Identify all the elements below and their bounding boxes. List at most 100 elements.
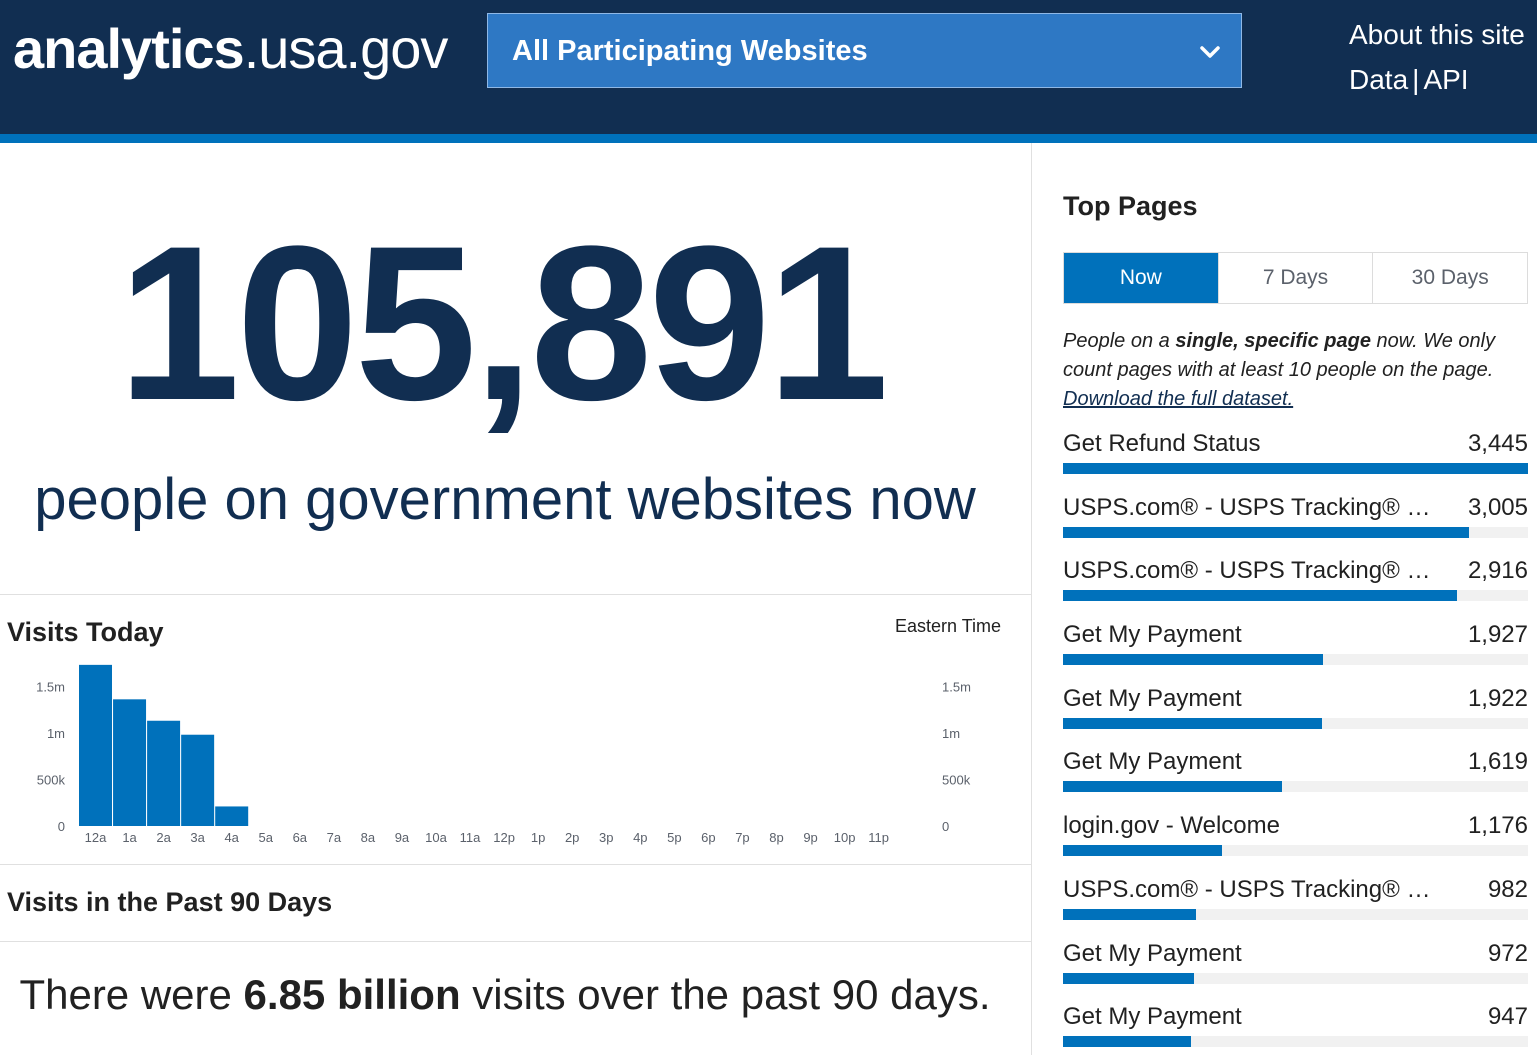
x-tick-label: 12a [85,830,107,845]
column-divider [1031,143,1032,1055]
bar-1a [113,699,147,826]
top-page-bar-track [1063,845,1528,857]
top-page-bar-track [1063,717,1528,729]
x-tick-label: 10a [425,830,447,845]
top-page-bar [1063,781,1282,793]
visits-today-title: Visits Today [7,617,164,647]
top-page-bar-track [1063,590,1528,602]
website-select[interactable]: All Participating Websites [487,13,1242,88]
nav-separator: | [1412,64,1420,95]
x-tick-label: 7p [735,830,749,845]
top-page-item[interactable]: Get My Payment 1,922 [1063,682,1528,746]
top-page-name[interactable]: USPS.com® - USPS Tracking® Results [1063,493,1433,521]
top-page-count: 3,445 [1467,430,1528,457]
x-tick-label: 6p [701,830,715,845]
top-page-count: 982 [1487,875,1528,903]
x-tick-label: 1a [122,830,137,845]
top-page-bar-track [1063,526,1528,538]
y-tick-label-right: 1.5m [942,679,971,694]
top-page-bar-track [1063,654,1528,666]
desc-text: People on a [1063,330,1176,352]
timezone-label: Eastern Time [895,616,1002,636]
x-tick-label: 5a [259,830,274,845]
logo-domain: .usa.gov [243,17,449,80]
realtime-count: 105,891 [117,200,889,446]
top-page-item[interactable]: Get My Payment 1,619 [1063,745,1528,809]
site-logo[interactable]: analytics.usa.gov [13,14,449,84]
desc-text: now. We only count pages with at least 1… [1063,330,1496,381]
top-page-name[interactable]: Get My Payment [1063,1003,1242,1031]
top-page-name[interactable]: USPS.com® - USPS Tracking® Results [1063,557,1433,585]
top-page-bar-track [1063,463,1528,474]
chevron-down-icon [1200,46,1220,58]
desc-bold: single, specific page [1175,330,1371,352]
x-tick-label: 4a [224,830,239,845]
top-page-name[interactable]: login.gov - Welcome [1063,812,1280,840]
data-link[interactable]: Data [1349,64,1409,95]
top-page-count: 1,922 [1467,684,1528,712]
x-tick-label: 5p [667,830,681,845]
y-tick-label-right: 500k [942,772,971,787]
tab-30-days[interactable]: 30 Days [1373,253,1528,303]
divider [0,864,1031,865]
top-page-count: 2,916 [1467,557,1528,585]
bar-4a [215,806,249,826]
top-page-bar [1063,463,1528,474]
top-page-item[interactable]: Get My Payment 972 [1063,937,1528,1001]
top-page-bar [1063,590,1457,602]
website-select-label: All Participating Websites [512,35,868,67]
top-page-count: 3,005 [1467,493,1528,521]
tab-7-days[interactable]: 7 Days [1218,253,1374,303]
top-pages-tabs: Now 7 Days 30 Days [1063,252,1528,304]
bar-2a [147,720,181,826]
top-pages-list: Get Refund Status 3,445 USPS.com® - USPS T… [1063,427,1528,1055]
top-page-item[interactable]: Get Refund Status 3,445 [1063,427,1528,491]
top-page-bar [1063,908,1196,920]
top-page-bar [1063,654,1324,666]
divider [0,594,1031,595]
api-link[interactable]: API [1423,64,1469,95]
header-stripe [0,134,1537,143]
top-page-count: 947 [1487,1003,1528,1031]
site-header: analytics.usa.gov All Participating Webs… [0,0,1537,134]
top-page-bar-track [1063,908,1528,920]
logo-analytics: analytics [13,17,245,80]
top-page-item[interactable]: Get My Payment 947 [1063,1000,1528,1055]
top-page-name[interactable]: USPS.com® - USPS Tracking® Results [1063,875,1433,903]
x-tick-label: 2a [156,830,171,845]
top-page-bar-track [1063,972,1528,984]
bar-3a [181,734,215,826]
main-column: 105,891 people on government websites no… [0,143,1031,1055]
realtime-subtitle: people on government websites now [34,467,976,532]
top-page-name[interactable]: Get My Payment [1063,939,1242,967]
top-pages-description: People on a single, specific page now. W… [1063,327,1528,414]
top-page-count: 972 [1487,939,1528,967]
past-90-title: Visits in the Past 90 Days [7,887,333,917]
top-page-item[interactable]: login.gov - Welcome 1,176 [1063,809,1528,873]
top-page-item[interactable]: USPS.com® - USPS Tracking® Results 3,005 [1063,491,1528,555]
top-page-name[interactable]: Get My Payment [1063,621,1242,649]
past-90-summary: There were 6.85 billion visits over the … [0,965,1010,1025]
top-page-count: 1,927 [1467,621,1528,649]
tab-now[interactable]: Now [1064,253,1219,303]
y-tick-label-left: 1.5m [36,679,65,694]
past-90-value: 6.85 billion [243,971,461,1018]
top-page-item[interactable]: USPS.com® - USPS Tracking® Results 982 [1063,873,1528,937]
top-page-name[interactable]: Get Refund Status [1063,430,1261,457]
x-tick-label: 1p [531,830,545,845]
divider [0,941,1031,942]
top-page-bar [1063,526,1469,538]
visits-today-chart: 0 0 500k 500k 1m 1m 1.5m 1.5m 12a 1a 2a 3a 4a 5a 6a 7a 8… [36,664,971,845]
x-tick-label: 9p [803,830,817,845]
header-nav: About this site Data | API [1349,12,1525,102]
download-dataset-link[interactable]: Download the full dataset. [1063,388,1294,410]
top-page-item[interactable]: USPS.com® - USPS Tracking® Results 2,916 [1063,554,1528,618]
about-link[interactable]: About this site [1349,19,1525,50]
x-tick-label: 10p [834,830,856,845]
top-page-name[interactable]: Get My Payment [1063,748,1242,776]
x-tick-label: 9a [395,830,410,845]
top-page-bar [1063,717,1323,729]
top-page-name[interactable]: Get My Payment [1063,684,1242,712]
top-page-bar [1063,845,1222,857]
top-page-item[interactable]: Get My Payment 1,927 [1063,618,1528,682]
